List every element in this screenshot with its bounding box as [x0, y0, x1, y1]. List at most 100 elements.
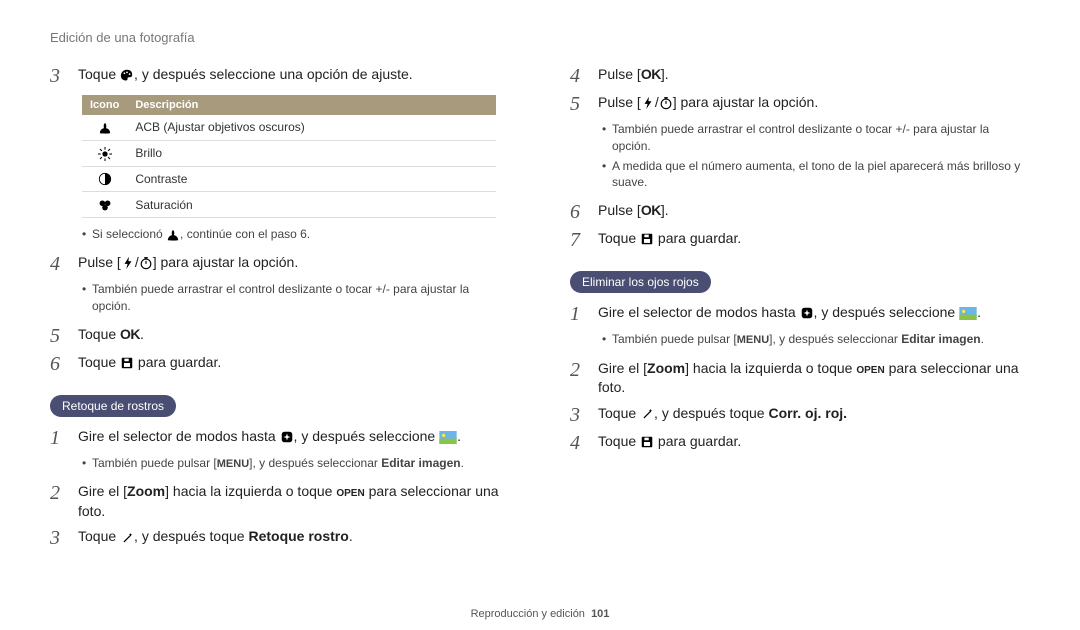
step-text: Pulse [/] para ajustar la opción.: [598, 93, 1030, 113]
ok-text: OK: [120, 326, 140, 342]
step-number: 3: [50, 527, 68, 549]
note-list: También puede pulsar [MENU], y después s…: [602, 331, 1030, 348]
contrast-icon: [98, 172, 112, 186]
step-number: 6: [570, 201, 588, 223]
step-text: Pulse [OK].: [598, 65, 1030, 85]
section-pill-ojos: Eliminar los ojos rojos: [570, 271, 711, 293]
footer-page: 101: [591, 608, 609, 620]
note-list: Si seleccionó , continúe con el paso 6.: [82, 226, 510, 243]
step-text: Pulse [OK].: [598, 201, 1030, 221]
step-text: Toque , y después toque Corr. oj. roj.: [598, 404, 1030, 424]
page-title: Edición de una fotografía: [50, 30, 1030, 45]
table-header-icon: Icono: [82, 95, 127, 115]
step-text: Gire el [Zoom] hacia la izquierda o toqu…: [598, 359, 1030, 398]
retoque-step-3: 3 Toque , y después toque Retoque rostro…: [50, 527, 510, 549]
step-number: 3: [50, 65, 68, 87]
table-cell: Brillo: [127, 140, 496, 166]
step-text: Toque para guardar.: [598, 432, 1030, 452]
ok-text: OK: [641, 66, 661, 82]
content-columns: 3 Toque , y después seleccione una opció…: [50, 65, 1030, 555]
table-row: Saturación: [82, 192, 496, 218]
step-text: Pulse [/] para ajustar la opción.: [78, 253, 510, 273]
note-item: También puede pulsar [MENU], y después s…: [82, 455, 510, 472]
left-column: 3 Toque , y después seleccione una opció…: [50, 65, 510, 555]
table-cell: Contraste: [127, 166, 496, 192]
thumb-icon: [439, 431, 457, 444]
thumb-icon: [959, 307, 977, 320]
left-step-3: 3 Toque , y después seleccione una opció…: [50, 65, 510, 87]
timer-icon: [139, 256, 153, 270]
table-row: Contraste: [82, 166, 496, 192]
step-number: 6: [50, 353, 68, 375]
note-item: A medida que el número aumenta, el tono …: [602, 158, 1030, 192]
left-step-4: 4 Pulse [/] para ajustar la opción.: [50, 253, 510, 275]
note-item: También puede arrastrar el control desli…: [602, 121, 1030, 155]
section-pill-retoque: Retoque de rostros: [50, 395, 176, 417]
right-step-5: 5 Pulse [/] para ajustar la opción.: [570, 93, 1030, 115]
left-step-5: 5 Toque OK.: [50, 325, 510, 347]
brightness-icon: [98, 147, 112, 161]
step-number: 3: [570, 404, 588, 426]
step-number: 4: [50, 253, 68, 275]
step-number: 7: [570, 229, 588, 251]
right-step-7: 7 Toque para guardar.: [570, 229, 1030, 251]
table-header-desc: Descripción: [127, 95, 496, 115]
table-row: Brillo: [82, 140, 496, 166]
step-text: Toque OK.: [78, 325, 510, 345]
ojos-step-4: 4 Toque para guardar.: [570, 432, 1030, 454]
note-list: También puede arrastrar el control desli…: [602, 121, 1030, 191]
ojos-step-1: 1 Gire el selector de modos hasta , y de…: [570, 303, 1030, 325]
left-step-6: 6 Toque para guardar.: [50, 353, 510, 375]
acb-icon: [166, 228, 180, 242]
note-item: También puede arrastrar el control desli…: [82, 281, 510, 315]
right-column: 4 Pulse [OK]. 5 Pulse [/] para ajustar l…: [570, 65, 1030, 555]
retoque-step-2: 2 Gire el [Zoom] hacia la izquierda o to…: [50, 482, 510, 521]
save-icon: [640, 435, 654, 449]
table-header-row: Icono Descripción: [82, 95, 496, 115]
wand-icon: [640, 407, 654, 421]
ok-text: OK: [641, 202, 661, 218]
table-cell: ACB (Ajustar objetivos oscuros): [127, 115, 496, 140]
note-list: También puede arrastrar el control desli…: [82, 281, 510, 315]
step-number: 4: [570, 65, 588, 87]
ojos-step-3: 3 Toque , y después toque Corr. oj. roj.: [570, 404, 1030, 426]
magic-icon: [280, 430, 294, 444]
palette-icon: [120, 68, 134, 82]
step-number: 5: [570, 93, 588, 115]
flash-icon: [641, 96, 655, 110]
timer-icon: [659, 96, 673, 110]
table-row: ACB (Ajustar objetivos oscuros): [82, 115, 496, 140]
step-number: 1: [570, 303, 588, 325]
step-text: Toque para guardar.: [78, 353, 510, 373]
footer-label: Reproducción y edición: [471, 608, 585, 620]
step-number: 4: [570, 432, 588, 454]
step-text: Toque , y después seleccione una opción …: [78, 65, 510, 85]
step-number: 2: [570, 359, 588, 381]
step-number: 2: [50, 482, 68, 504]
wand-icon: [120, 531, 134, 545]
menu-text: MENU: [737, 334, 769, 346]
note-item: Si seleccionó , continúe con el paso 6.: [82, 226, 510, 243]
step-text: Gire el [Zoom] hacia la izquierda o toqu…: [78, 482, 510, 521]
saturation-icon: [98, 198, 112, 212]
ojos-step-2: 2 Gire el [Zoom] hacia la izquierda o to…: [570, 359, 1030, 398]
step-text: Toque , y después toque Retoque rostro.: [78, 527, 510, 547]
page-footer: Reproducción y edición 101: [0, 608, 1080, 620]
save-icon: [120, 356, 134, 370]
note-list: También puede pulsar [MENU], y después s…: [82, 455, 510, 472]
flash-icon: [121, 256, 135, 270]
note-item: También puede pulsar [MENU], y después s…: [602, 331, 1030, 348]
step-text: Gire el selector de modos hasta , y desp…: [78, 427, 510, 447]
magic-icon: [800, 306, 814, 320]
step-text: Gire el selector de modos hasta , y desp…: [598, 303, 1030, 323]
retoque-step-1: 1 Gire el selector de modos hasta , y de…: [50, 427, 510, 449]
step-text: Toque para guardar.: [598, 229, 1030, 249]
right-step-6: 6 Pulse [OK].: [570, 201, 1030, 223]
step-number: 5: [50, 325, 68, 347]
table-cell: Saturación: [127, 192, 496, 218]
acb-icon: [98, 121, 112, 135]
step-number: 1: [50, 427, 68, 449]
menu-text: MENU: [217, 458, 249, 470]
right-step-4: 4 Pulse [OK].: [570, 65, 1030, 87]
icon-description-table: Icono Descripción ACB (Ajustar objetivos…: [82, 95, 496, 218]
